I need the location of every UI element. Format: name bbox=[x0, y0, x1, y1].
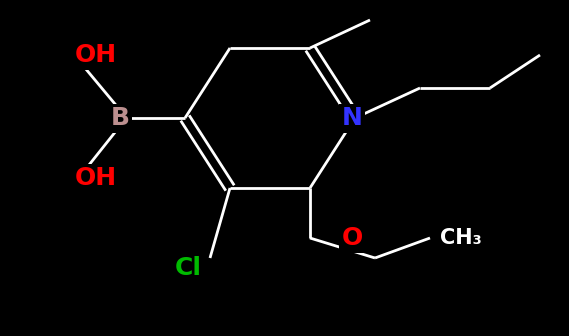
Text: CH₃: CH₃ bbox=[440, 228, 482, 248]
Text: N: N bbox=[341, 106, 362, 130]
Text: Cl: Cl bbox=[175, 256, 201, 280]
Text: B: B bbox=[110, 106, 130, 130]
Text: O: O bbox=[341, 226, 362, 250]
Text: OH: OH bbox=[75, 43, 117, 67]
Text: OH: OH bbox=[75, 166, 117, 190]
